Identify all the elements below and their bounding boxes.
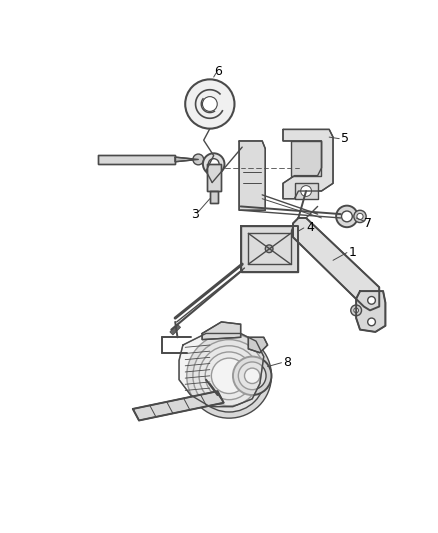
Circle shape	[367, 318, 375, 326]
Circle shape	[291, 225, 305, 239]
Circle shape	[367, 296, 375, 304]
Text: 5: 5	[341, 132, 349, 145]
Circle shape	[208, 159, 219, 169]
Circle shape	[244, 368, 260, 384]
Circle shape	[233, 357, 272, 395]
Text: 4: 4	[306, 222, 314, 235]
Circle shape	[301, 185, 311, 196]
Text: 7: 7	[364, 217, 372, 230]
Text: 8: 8	[283, 356, 291, 369]
Polygon shape	[98, 155, 175, 164]
Polygon shape	[175, 157, 198, 161]
Polygon shape	[283, 130, 333, 199]
Circle shape	[205, 352, 253, 400]
Circle shape	[203, 154, 224, 175]
Circle shape	[265, 245, 273, 253]
Circle shape	[193, 154, 204, 165]
Circle shape	[212, 358, 247, 393]
Polygon shape	[210, 191, 218, 203]
Polygon shape	[248, 337, 268, 353]
Circle shape	[238, 362, 266, 390]
Polygon shape	[356, 291, 385, 332]
Polygon shape	[202, 322, 240, 340]
Circle shape	[295, 229, 301, 235]
Circle shape	[199, 346, 259, 406]
Polygon shape	[133, 391, 224, 421]
Circle shape	[357, 213, 363, 220]
Circle shape	[193, 340, 265, 412]
Polygon shape	[207, 164, 221, 191]
Polygon shape	[170, 324, 180, 335]
Text: 3: 3	[191, 208, 198, 221]
Polygon shape	[239, 141, 265, 210]
Circle shape	[336, 206, 358, 227]
Circle shape	[187, 334, 272, 418]
Polygon shape	[294, 183, 318, 199]
Circle shape	[342, 211, 352, 222]
Text: 6: 6	[214, 65, 222, 78]
Circle shape	[185, 79, 234, 128]
Circle shape	[202, 96, 217, 111]
Polygon shape	[179, 334, 264, 407]
Circle shape	[354, 308, 358, 313]
Circle shape	[351, 305, 361, 316]
Polygon shape	[291, 141, 321, 175]
Text: 1: 1	[349, 246, 357, 259]
Polygon shape	[240, 225, 298, 272]
Polygon shape	[293, 218, 379, 310]
Circle shape	[354, 210, 366, 223]
